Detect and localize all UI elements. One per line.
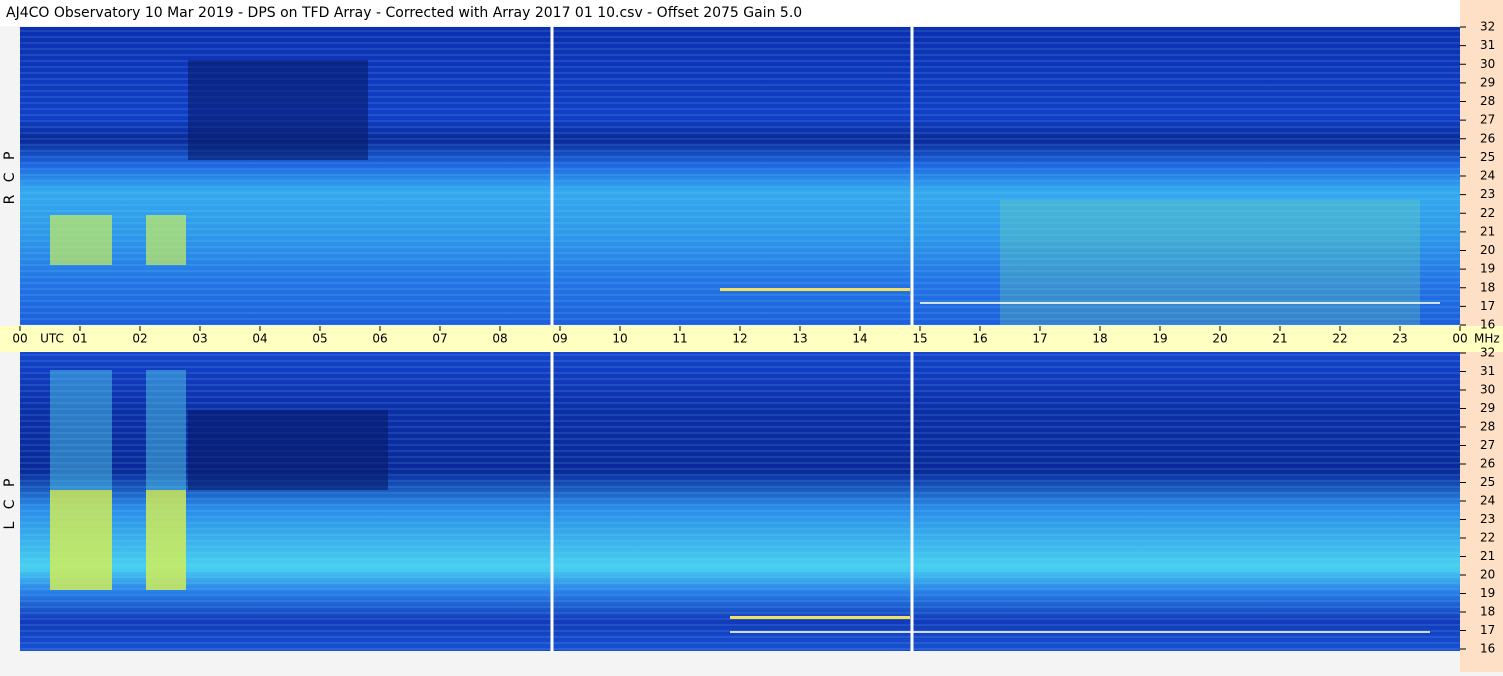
x-tick-label: 18 (1092, 332, 1107, 346)
y-tick-label: 16 (1480, 318, 1495, 332)
x-tick-label: 15 (912, 332, 927, 346)
x-tick-label: 03 (192, 332, 207, 346)
y-tick-label: 28 (1480, 420, 1495, 434)
y-tick-label: 22 (1480, 206, 1495, 220)
y-tick-label: 29 (1480, 75, 1495, 89)
x-tick-label: 19 (1152, 332, 1167, 346)
y-tick-label: 29 (1480, 401, 1495, 415)
x-tick-label: 05 (312, 332, 327, 346)
y-tick-label: 28 (1480, 94, 1495, 108)
y-tick-label: 24 (1480, 169, 1495, 183)
y-tick-label: 20 (1480, 243, 1495, 257)
time-axis-band (0, 326, 1503, 352)
y-tick-label: 26 (1480, 131, 1495, 145)
x-tick-label: 08 (492, 332, 507, 346)
y-tick-label: 27 (1480, 113, 1495, 127)
x-tick-label: 12 (732, 332, 747, 346)
y-tick-label: 19 (1480, 262, 1495, 276)
rcp-spectrogram (20, 27, 1460, 325)
x-tick-label: 14 (852, 332, 867, 346)
title-bar (0, 0, 1503, 26)
y-tick-label: 27 (1480, 438, 1495, 452)
x-tick-label: 22 (1332, 332, 1347, 346)
x-tick-label: 20 (1212, 332, 1227, 346)
y-tick-label: 19 (1480, 586, 1495, 600)
y-tick-label: 16 (1480, 642, 1495, 656)
x-tick-label: 07 (432, 332, 447, 346)
y-tick-label: 17 (1480, 299, 1495, 313)
y-tick-label: 31 (1480, 38, 1495, 52)
y-tick-label: 18 (1480, 280, 1495, 294)
x-tick-label: 00 (12, 332, 27, 346)
x-tick-label: 00 (1452, 332, 1467, 346)
x-tick-label: 01 (72, 332, 87, 346)
x-tick-label: 17 (1032, 332, 1047, 346)
x-tick-label: 10 (612, 332, 627, 346)
y-tick-label: 31 (1480, 364, 1495, 378)
x-tick-label: 04 (252, 332, 267, 346)
y-tick-label: 23 (1480, 187, 1495, 201)
x-tick-label: 02 (132, 332, 147, 346)
y-tick-label: 30 (1480, 383, 1495, 397)
y-tick-label: 24 (1480, 494, 1495, 508)
y-tick-label: 22 (1480, 531, 1495, 545)
time-zone-label: UTC (40, 332, 64, 346)
y-tick-label: 21 (1480, 224, 1495, 238)
y-tick-label: 17 (1480, 623, 1495, 637)
lcp-spectrogram (20, 352, 1460, 651)
y-tick-label: 21 (1480, 549, 1495, 563)
y-tick-label: 25 (1480, 475, 1495, 489)
x-tick-label: 13 (792, 332, 807, 346)
y-tick-label: 32 (1480, 20, 1495, 34)
chart-title: AJ4CO Observatory 10 Mar 2019 - DPS on T… (6, 5, 802, 21)
x-tick-label: 11 (672, 332, 687, 346)
panel-label: R C P (2, 148, 18, 205)
panel-label: L C P (2, 475, 18, 530)
y-tick-label: 20 (1480, 568, 1495, 582)
y-tick-label: 18 (1480, 605, 1495, 619)
freq-unit-label: MHz (1474, 332, 1500, 346)
x-tick-label: 16 (972, 332, 987, 346)
x-tick-label: 23 (1392, 332, 1407, 346)
y-tick-label: 32 (1480, 346, 1495, 360)
x-tick-label: 06 (372, 332, 387, 346)
y-tick-label: 25 (1480, 150, 1495, 164)
y-tick-label: 30 (1480, 57, 1495, 71)
x-tick-label: 09 (552, 332, 567, 346)
y-tick-label: 23 (1480, 512, 1495, 526)
x-tick-label: 21 (1272, 332, 1287, 346)
y-tick-label: 26 (1480, 457, 1495, 471)
